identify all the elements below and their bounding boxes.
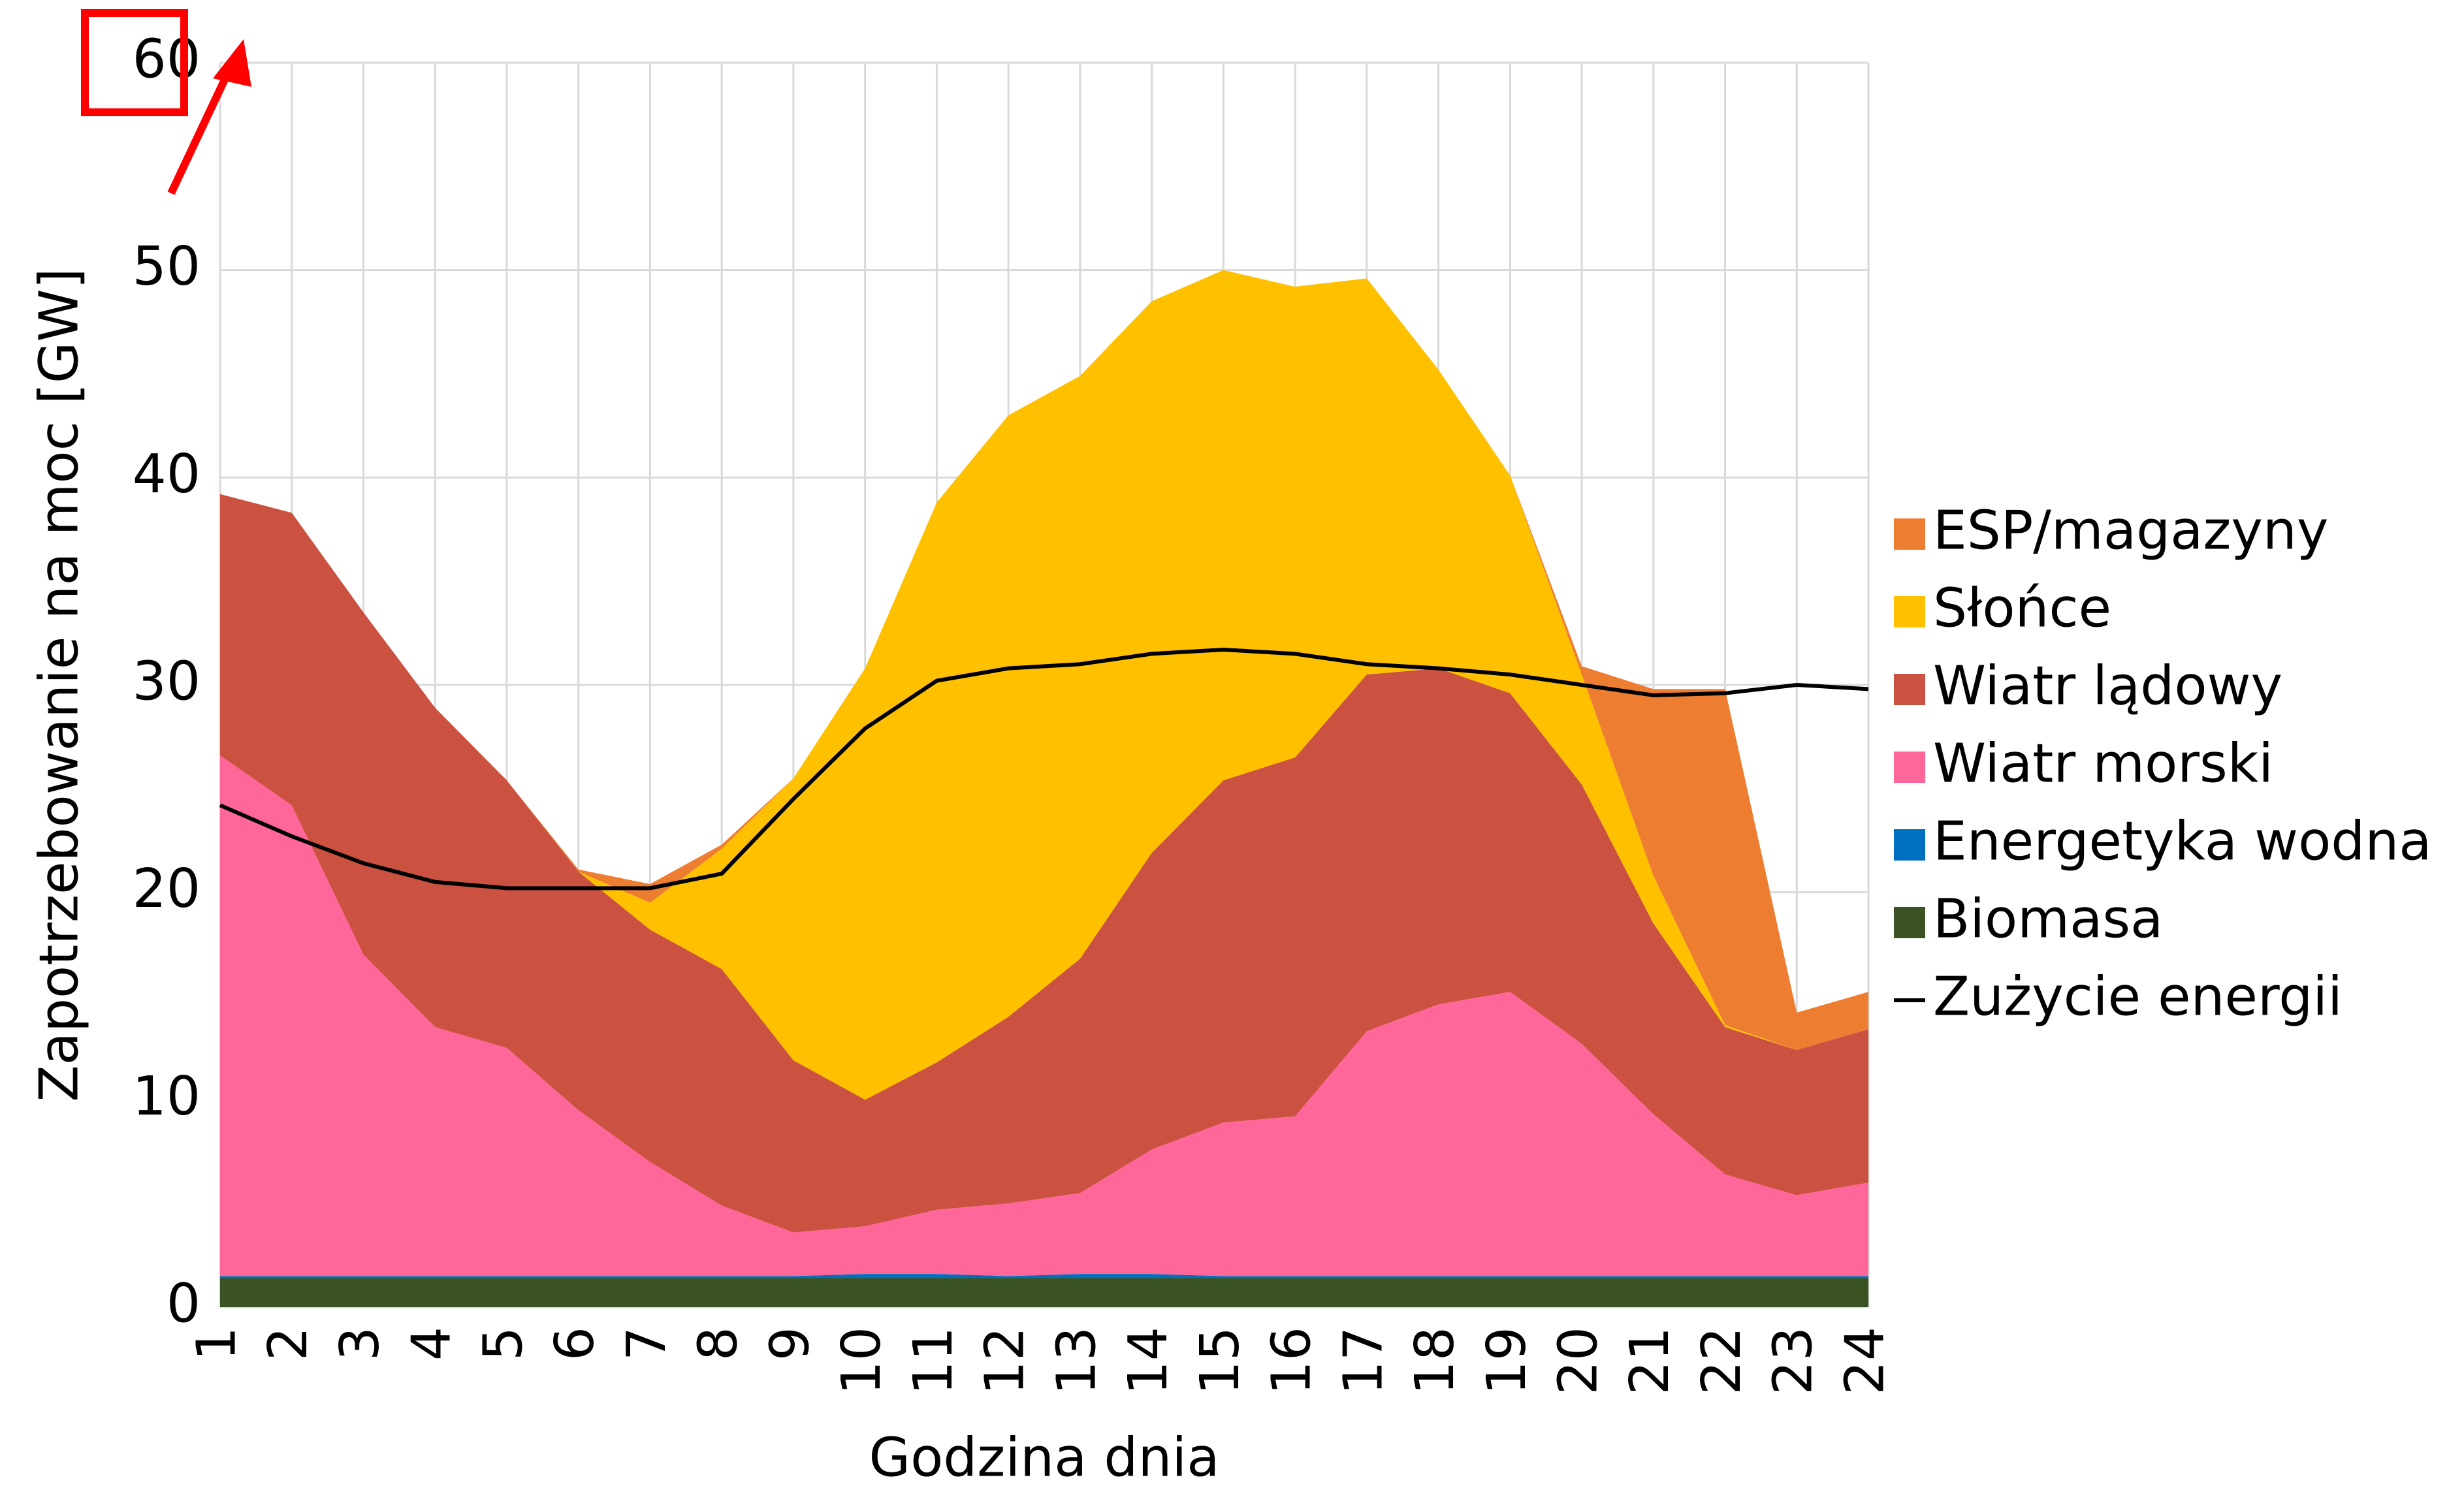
legend-label: Słońce [1933,577,2111,639]
y-tick-label: 10 [133,1066,200,1128]
x-tick-label: 2 [257,1327,319,1361]
areas [220,270,1868,1307]
y-tick-label: 20 [133,858,200,920]
area [220,755,1868,1276]
legend-label: Energetyka wodna [1933,810,2432,872]
x-tick-label: 9 [759,1327,821,1361]
legend-swatch [1894,518,1925,550]
x-tick-label: 4 [401,1327,463,1361]
x-tick-label: 18 [1404,1327,1466,1395]
legend-swatch [1894,829,1925,861]
annotation-arrowhead [213,39,251,87]
area [220,270,1868,1100]
y-tick-label: 30 [133,650,200,712]
x-tick-label: 19 [1476,1327,1538,1395]
tick-highlight-box [81,9,188,116]
area [220,494,1868,1233]
y-axis-label: Zapotrzebowanie na moc [GW] [28,268,90,1102]
line [219,647,1869,891]
x-tick-label: 5 [472,1327,534,1361]
x-tick-label: 14 [1117,1327,1179,1395]
x-tick-label: 22 [1691,1327,1753,1395]
legend-label: Biomasa [1933,888,2163,950]
legend-label: Wiatr lądowy [1933,655,2282,717]
y-tick-label: 50 [133,236,200,298]
legend-swatch [1894,596,1925,627]
legend-swatch [1894,752,1925,783]
legend-swatch [1894,674,1925,705]
y-tick-label: 0 [167,1273,200,1335]
x-tick-label: 6 [544,1327,606,1361]
legend-swatch [1894,907,1925,938]
x-axis-label: Godzina dnia [869,1427,1220,1488]
x-tick-label: 21 [1619,1327,1681,1395]
x-tick-label: 1 [185,1327,248,1361]
x-tick-label: 10 [831,1327,893,1395]
legend-label: Zużycie energii [1933,966,2343,1028]
legend-label: ESP/magazyny [1933,499,2328,562]
legend-label: Wiatr morski [1933,733,2273,795]
x-tick-label: 12 [974,1327,1036,1395]
y-tick-label: 60 [133,28,200,90]
x-tick-label: 23 [1763,1327,1825,1395]
x-tick-label: 20 [1547,1327,1609,1395]
x-tick-label: 15 [1189,1327,1251,1395]
area [220,1274,1868,1278]
x-tick-label: 17 [1332,1327,1394,1395]
area [220,270,1868,1051]
foreground: 1 2 3 4 5 6 7 8 9 10 11 12 13 14 15 16 17 18 19 20 21 22 23 240… [81,9,2432,1395]
x-tick-label: 11 [903,1327,965,1395]
x-tick-label: 24 [1834,1327,1896,1395]
y-tick-label: 40 [133,443,200,505]
x-tick-label: 3 [329,1327,391,1361]
area [220,1278,1868,1307]
x-tick-label: 13 [1046,1327,1108,1395]
x-tick-label: 16 [1261,1327,1323,1395]
x-tick-label: 7 [616,1327,678,1361]
x-tick-label: 8 [688,1327,750,1361]
